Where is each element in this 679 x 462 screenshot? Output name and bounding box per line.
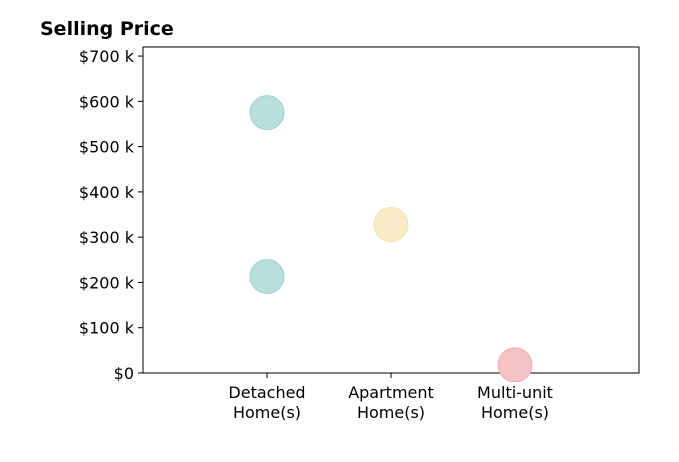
data-point bbox=[373, 206, 409, 242]
x-axis: Detached Home(s) Apartment Home(s) Multi-uni… bbox=[228, 373, 553, 422]
x-tick-label: Detached Home(s) bbox=[228, 383, 305, 422]
y-tick-label: $600 k bbox=[79, 92, 135, 111]
data-point bbox=[497, 347, 533, 383]
y-tick-label: $200 k bbox=[79, 273, 135, 292]
y-tick-label: $0 bbox=[114, 364, 134, 383]
y-tick-label: $400 k bbox=[79, 183, 135, 202]
y-tick-label: $100 k bbox=[79, 319, 135, 338]
data-points bbox=[249, 95, 533, 383]
y-tick-label: $500 k bbox=[79, 138, 135, 157]
x-tick-label: Apartment Home(s) bbox=[348, 383, 434, 422]
y-tick-label: $300 k bbox=[79, 228, 135, 247]
y-axis: $0 $100 k $200 k $300 k $400 k $500 k $600 k $7… bbox=[79, 47, 143, 383]
y-tick-label: $700 k bbox=[79, 47, 135, 66]
data-point bbox=[249, 259, 285, 295]
data-point bbox=[249, 95, 285, 131]
x-tick-label: Multi-unit Home(s) bbox=[477, 383, 553, 422]
chart-title: Selling Price bbox=[40, 18, 174, 40]
